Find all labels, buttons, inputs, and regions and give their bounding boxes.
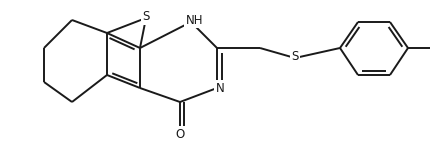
Text: O: O bbox=[175, 127, 184, 140]
Text: S: S bbox=[142, 11, 150, 24]
Text: N: N bbox=[216, 82, 224, 95]
Text: NH: NH bbox=[186, 13, 204, 26]
Text: S: S bbox=[291, 50, 299, 63]
